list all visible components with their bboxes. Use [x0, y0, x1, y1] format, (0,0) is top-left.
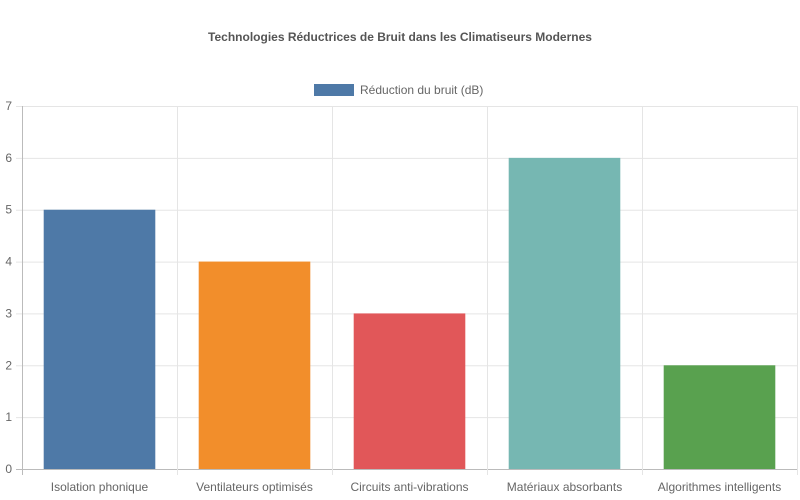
y-tick-label: 6 [5, 151, 12, 165]
legend-label: Réduction du bruit (dB) [360, 83, 483, 97]
y-tick-label: 3 [5, 306, 12, 320]
x-axis: Isolation phonique Ventilateurs optimisés… [51, 480, 781, 494]
bars [43, 157, 776, 469]
bar[interactable] [353, 313, 466, 469]
bar[interactable] [663, 365, 776, 469]
y-tick-label: 0 [5, 462, 12, 476]
y-tick-label: 4 [5, 255, 12, 269]
y-tick-label: 2 [5, 358, 12, 372]
y-axis: 0 1 2 3 4 5 6 7 [5, 99, 12, 476]
x-tick-label: Matériaux absorbants [507, 480, 622, 494]
chart-title: Technologies Réductrices de Bruit dans l… [208, 30, 592, 44]
y-tick-label: 1 [5, 410, 12, 424]
x-tick-label: Isolation phonique [51, 480, 149, 494]
x-tick-label: Circuits anti-vibrations [350, 480, 468, 494]
legend-swatch [314, 84, 354, 96]
bar[interactable] [508, 157, 621, 469]
bar[interactable] [43, 209, 156, 469]
y-tick-label: 7 [5, 99, 12, 113]
legend[interactable]: Réduction du bruit (dB) [314, 83, 483, 97]
x-tick-label: Algorithmes intelligents [658, 480, 781, 494]
y-tick-label: 5 [5, 203, 12, 217]
x-tick-label: Ventilateurs optimisés [196, 480, 313, 494]
bar[interactable] [198, 261, 311, 469]
